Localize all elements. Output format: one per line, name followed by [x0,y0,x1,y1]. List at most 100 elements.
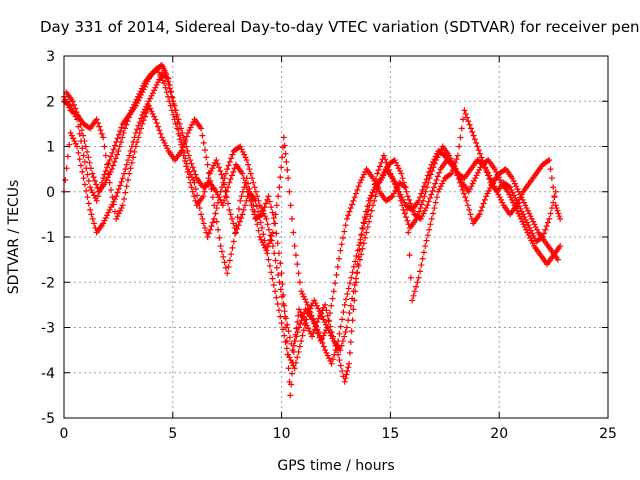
data-point-track-1 [434,173,441,180]
data-point-track-3 [200,220,207,227]
y-tick-label: 3 [46,49,55,65]
data-point-track-3 [296,324,303,331]
data-point-track-3 [89,215,96,222]
data-point-track-3 [165,75,172,82]
data-point-track-2 [303,299,310,306]
data-point-track-4 [256,214,263,221]
data-point-track-4 [401,199,408,206]
data-point-track-4 [132,99,139,106]
data-point-track-1 [81,158,88,165]
data-point-track-4 [317,310,324,317]
data-point-track-1 [266,198,273,205]
data-point-track-1 [88,186,95,193]
data-point-track-1 [306,328,313,335]
data-point-track-2 [478,154,485,161]
data-point-track-1 [479,204,486,211]
data-point-track-1 [265,193,272,200]
data-point-track-3 [504,188,511,195]
data-point-track-4 [381,168,388,175]
data-point-track-4 [118,138,125,145]
data-point-track-3 [166,81,173,88]
data-point-track-2 [203,154,210,161]
data-point-track-2 [527,227,534,234]
data-point-track-3 [373,176,380,183]
data-point-track-2 [160,137,167,144]
data-point-track-2 [282,150,289,157]
data-point-track-4 [325,327,332,334]
data-point-track-4 [355,262,362,269]
data-point-track-3 [75,149,82,156]
data-point-track-3 [145,98,152,105]
data-point-track-2 [130,154,137,161]
data-point-track-1 [398,170,405,177]
data-point-track-3 [375,167,382,174]
data-point-track-4 [171,116,178,123]
data-point-track-2 [355,183,362,190]
data-point-track-3 [474,169,481,176]
data-point-track-4 [206,170,213,177]
data-point-track-4 [129,104,136,111]
data-point-track-2 [124,176,131,183]
data-point-track-3 [358,231,365,238]
data-point-track-2 [151,113,158,120]
data-point-track-4 [102,179,109,186]
data-point-track-4 [367,213,374,220]
data-point-track-2 [407,274,414,281]
data-point-track-1 [462,194,469,201]
data-point-track-2 [115,210,122,217]
data-point-track-2 [158,134,165,141]
data-point-track-1 [554,256,561,263]
data-point-track-1 [347,338,354,345]
data-point-track-1 [421,207,428,214]
data-point-track-2 [342,222,349,229]
data-point-track-2 [188,121,195,128]
data-point-track-3 [369,192,376,199]
data-point-track-2 [250,202,257,209]
data-point-track-4 [159,77,166,84]
data-point-track-4 [517,194,524,201]
y-tick-label: 0 [46,185,55,201]
data-point-track-2 [289,215,296,222]
data-point-track-3 [229,151,236,158]
data-point-track-2 [226,257,233,264]
data-point-track-4 [180,152,187,159]
data-point-track-3 [203,229,210,236]
data-point-track-3 [151,87,158,94]
data-point-track-3 [224,166,231,173]
data-point-track-3 [140,109,147,116]
data-point-track-4 [554,207,561,214]
data-point-track-2 [294,261,301,268]
y-tick-label: -5 [41,411,55,427]
data-point-track-2 [422,243,429,250]
data-point-track-3 [378,159,385,166]
data-point-track-4 [319,313,326,320]
data-point-track-1 [320,304,327,311]
data-point-track-4 [556,213,563,220]
data-point-track-2 [330,288,337,295]
data-point-track-3 [132,129,139,136]
data-point-track-4 [74,112,81,119]
data-point-track-1 [346,349,353,356]
data-point-track-2 [525,222,532,229]
data-point-track-2 [302,296,309,303]
data-point-track-4 [212,159,219,166]
data-point-track-1 [223,188,230,195]
data-point-track-3 [370,186,377,193]
data-point-track-2 [389,193,396,200]
data-point-track-2 [298,288,305,295]
data-point-track-3 [100,220,107,227]
data-point-track-4 [127,110,134,117]
data-point-track-3 [147,95,154,102]
data-point-track-2 [522,216,529,223]
data-point-track-3 [337,323,344,330]
data-point-track-1 [428,191,435,198]
y-tick-label: -2 [41,275,55,291]
data-point-track-1 [84,171,91,178]
data-point-track-2 [329,295,336,302]
data-point-track-2 [543,223,550,230]
y-axis-label: SDTVAR / TECUs [6,180,22,295]
data-point-track-2 [409,297,416,304]
data-point-track-2 [183,133,190,140]
data-point-track-2 [186,127,193,134]
data-point-track-4 [183,163,190,170]
